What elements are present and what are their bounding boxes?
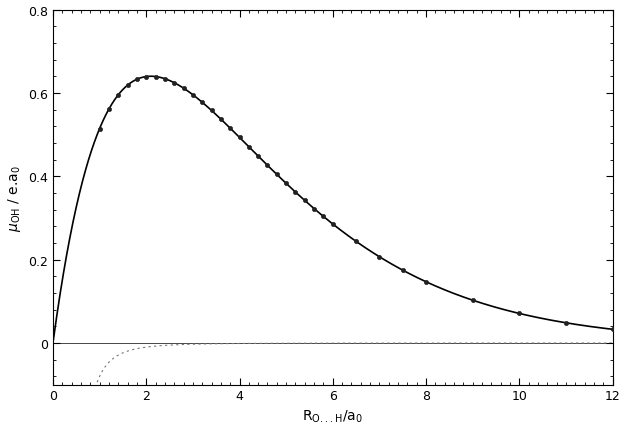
- X-axis label: R$_{\mathregular{O...H}}$/a$_{\mathregular{0}}$: R$_{\mathregular{O...H}}$/a$_{\mathregul…: [302, 408, 363, 424]
- Y-axis label: $\mu_{\mathregular{OH}}$ / e.a$_{\mathregular{0}}$: $\mu_{\mathregular{OH}}$ / e.a$_{\mathre…: [6, 164, 23, 231]
